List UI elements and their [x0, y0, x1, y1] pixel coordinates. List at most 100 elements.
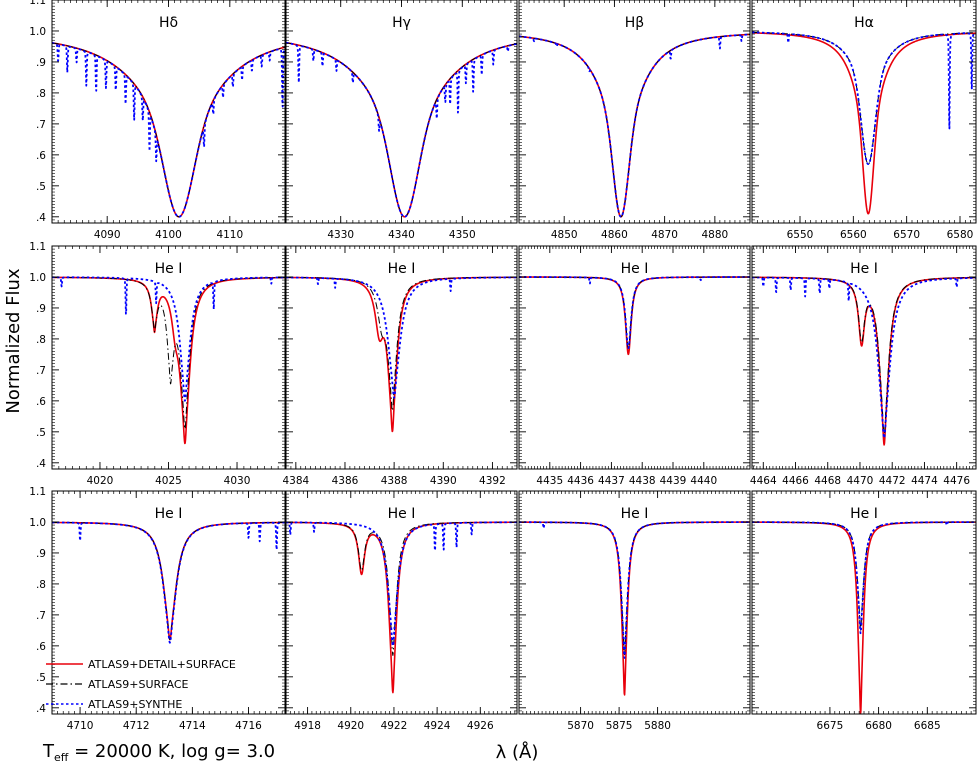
panel-11-series-1: [519, 521, 750, 696]
panel-5-series-1: [52, 276, 285, 445]
panel-6: 4384 4386 4388 4390 4392 He I: [282, 245, 518, 487]
panel-6-title: He I: [388, 261, 416, 277]
x-tick-label: 4435: [536, 475, 563, 487]
x-tick-label: 4030: [224, 475, 251, 487]
x-tick-label: 4020: [87, 475, 114, 487]
panel-5-series-3: [52, 276, 285, 402]
panel-11-plot-area: [519, 521, 750, 696]
y-axis-label: Normalized Flux: [3, 268, 24, 414]
panel-10-series-2: [286, 521, 517, 656]
x-axis-label: λ (Å): [496, 741, 539, 763]
panel-5-series-2: [52, 276, 285, 430]
x-tick-label: 4439: [660, 475, 687, 487]
panel-6-plot-area: [286, 276, 517, 433]
y-tick-label: 1.0: [29, 26, 46, 38]
panel-1-plot-area: [52, 42, 285, 218]
panel-12-plot-area: [752, 521, 976, 714]
y-tick-label: .9: [36, 57, 46, 69]
panel-5-plot-area: [52, 276, 285, 445]
x-tick-label: 4466: [782, 475, 809, 487]
panel-1-series-3: [52, 42, 285, 218]
x-tick-label: 6550: [787, 229, 814, 241]
panel-3-series-3: [519, 33, 750, 218]
x-tick-label: 4388: [381, 475, 408, 487]
panel-9-title: He I: [155, 506, 183, 522]
legend-label-synthe: ATLAS9+SYNTHE: [88, 698, 182, 711]
y-tick-label: .6: [36, 396, 46, 408]
panel-6-series-3: [286, 276, 517, 399]
panel-1: 4090 4100 4110 .4 .5 .6 .7 .8 .9 1.0 1.1 Hδ: [29, 0, 286, 241]
panel-4-series-2: [752, 31, 976, 165]
y-tick-label: .8: [36, 88, 46, 100]
x-tick-label: 4384: [282, 475, 309, 487]
panel-3-frame: [518, 0, 751, 224]
x-tick-label: 4110: [216, 229, 243, 241]
legend-label-surface: ATLAS9+SURFACE: [88, 678, 189, 691]
x-tick-label: 4860: [601, 229, 628, 241]
panel-8-series-2: [752, 276, 976, 437]
x-tick-label: 4100: [155, 229, 182, 241]
y-tick-label: .5: [36, 672, 46, 684]
panel-7-frame: [518, 245, 751, 470]
x-tick-label: 4926: [467, 720, 494, 732]
x-tick-label: 4340: [388, 229, 415, 241]
panel-8: 4464 4466 4468 4470 4472 4474 4476 He I: [750, 245, 977, 487]
y-tick-label: .9: [36, 548, 46, 560]
x-tick-label: 4436: [567, 475, 594, 487]
panel-12-title: He I: [850, 506, 878, 522]
panel-3: 4850 4860 4870 4880 Hβ: [518, 0, 751, 241]
panel-11-series-3: [519, 521, 750, 659]
panel-10: 4918 4920 4922 4924 4926 He I: [285, 490, 518, 732]
panel-2-series-3: [286, 41, 517, 218]
x-tick-label: 4464: [750, 475, 777, 487]
panel-2-series-2: [286, 42, 517, 218]
x-tick-label: 4870: [651, 229, 678, 241]
x-tick-label: 6680: [865, 720, 892, 732]
x-tick-label: 4330: [327, 229, 354, 241]
panel-6-series-2: [286, 276, 517, 412]
panel-12-series-1: [752, 521, 976, 714]
x-tick-label: 5870: [567, 720, 594, 732]
y-tick-label: .5: [36, 427, 46, 439]
x-tick-label: 4350: [449, 229, 476, 241]
x-tick-label: 4392: [479, 475, 506, 487]
y-tick-label: .4: [36, 212, 46, 224]
x-tick-label: 4712: [123, 720, 150, 732]
panel-8-frame: [751, 245, 977, 470]
panel-12: 6675 6680 6685 He I: [751, 490, 977, 732]
x-tick-label: 4924: [424, 720, 451, 732]
x-tick-label: 4474: [911, 475, 938, 487]
y-tick-label: .6: [36, 641, 46, 653]
x-tick-label: 4716: [235, 720, 262, 732]
panel-8-title: He I: [850, 261, 878, 277]
panel-12-series-2: [752, 521, 976, 631]
panel-4-title: Hα: [854, 15, 874, 31]
panel-2-frame: [285, 0, 518, 224]
panel-6-frame: [285, 245, 518, 470]
panel-11-frame: [518, 490, 751, 715]
x-tick-label: 4438: [629, 475, 656, 487]
x-tick-label: 4850: [551, 229, 578, 241]
panel-9-plot-area: [52, 521, 285, 644]
panels-group: 4090 4100 4110 .4 .5 .6 .7 .8 .9 1.0 1.1 Hδ 4330 4340…: [29, 0, 977, 732]
x-tick-label: 4920: [337, 720, 364, 732]
panel-7-series-3: [519, 276, 750, 350]
panel-8-series-1: [752, 276, 976, 446]
x-tick-label: 4090: [94, 229, 121, 241]
x-tick-label: 4922: [381, 720, 408, 732]
y-tick-label: .4: [36, 703, 46, 715]
y-tick-label: 1.1: [29, 0, 46, 7]
panel-8-series-3: [752, 276, 976, 439]
panel-11-series-2: [519, 521, 750, 656]
panel-11: 5870 5875 5880 He I: [518, 490, 751, 732]
panel-4-plot-area: [752, 31, 976, 215]
panel-6-series-1: [286, 276, 517, 433]
x-tick-label: 6685: [914, 720, 941, 732]
panel-10-frame: [285, 490, 518, 715]
x-tick-label: 4437: [598, 475, 625, 487]
y-tick-label: .9: [36, 303, 46, 315]
panel-4: 6550 6560 6570 6580 Hα: [751, 0, 977, 241]
x-tick-label: 4880: [701, 229, 728, 241]
panel-9-series-1: [52, 521, 285, 641]
